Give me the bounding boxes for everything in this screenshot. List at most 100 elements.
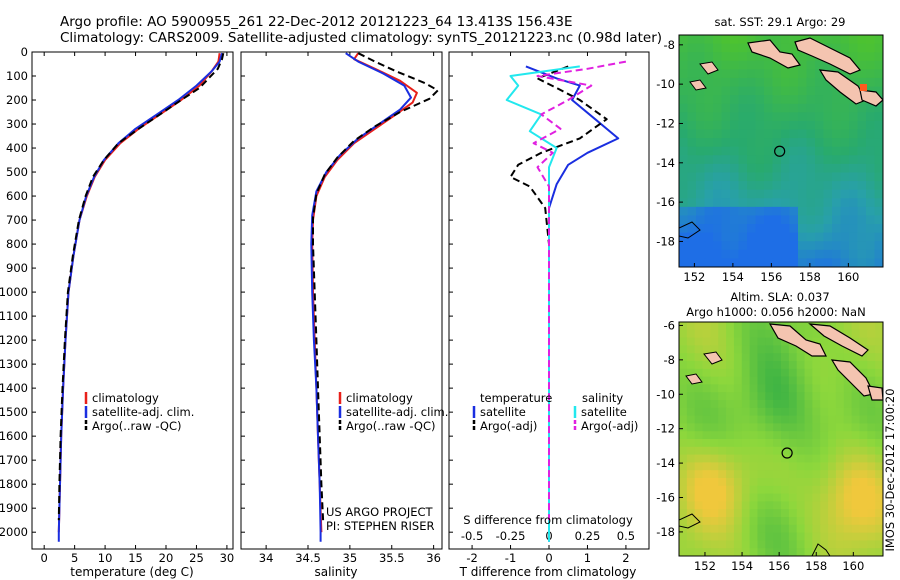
field-cell [851,517,861,526]
field-cell [867,454,876,463]
field-cell [726,353,735,362]
field-cell [874,224,883,234]
field-cell [733,353,743,362]
field-cell [812,407,821,417]
field-cell [804,415,813,424]
field-cell [781,384,790,393]
field-cell [823,249,833,259]
field-cell [718,454,727,463]
field-cell [773,517,782,526]
field-cell [857,249,867,259]
field-cell [857,215,867,225]
field-cell [757,493,766,502]
field-cell [718,501,727,510]
field-cell [823,215,833,225]
field-cell [828,485,837,495]
field-cell [851,446,861,456]
field-cell [704,155,714,165]
field-cell [747,35,757,45]
field-cell [773,431,782,440]
field-cell [738,241,748,251]
field-cell [789,224,799,234]
x-tick-label: 1 [584,551,591,565]
field-cell [679,446,688,456]
field-cell [859,423,868,432]
field-cell [721,224,731,234]
field-cell [866,241,876,251]
field-cell [815,232,825,242]
field-cell [772,198,782,208]
field-cell [713,189,723,199]
sla-map-title-line1: Altim. SLA: 0.037 [730,290,829,304]
field-cell [804,501,813,510]
field-cell [686,407,696,417]
field-cell [815,215,825,225]
field-cell [823,155,833,165]
field-cell [798,112,808,122]
field-cell [781,181,791,191]
field-cell [867,532,876,541]
field-cell [789,103,799,113]
field-cell [755,52,765,62]
field-cell [875,540,883,549]
field-cell [696,163,706,174]
field-cell [733,462,743,471]
field-cell [823,241,833,251]
x-tick-label: 0 [41,551,48,565]
field-cell [686,493,696,502]
field-cell [857,189,867,199]
field-cell [694,439,704,448]
field-cell [773,400,782,409]
field-cell [857,120,867,131]
field-cell [738,224,748,234]
field-cell [867,400,876,409]
field-cell [781,361,790,370]
field-cell [867,431,876,440]
field-cell [866,52,876,62]
field-cell [741,446,751,456]
field-cell [804,439,813,448]
field-cell [851,407,861,417]
map-y-tick-label: -14 [656,156,675,170]
field-cell [733,322,743,331]
y-tick-label: 900 [6,261,28,275]
field-cell [875,439,883,448]
field-cell [828,423,837,432]
field-cell [764,189,774,199]
field-cell [741,407,751,417]
field-cell [796,329,806,339]
field-cell [710,548,719,556]
field-cell [815,206,825,217]
field-cell [738,206,748,217]
field-cell [755,95,765,105]
field-cell [796,470,806,479]
field-cell [832,146,842,156]
field-cell [789,146,799,156]
field-cell [679,368,688,378]
field-cell [828,376,837,385]
field-cell [749,470,759,479]
field-cell [781,446,790,456]
field-cell [772,215,782,225]
field-cell [772,60,782,70]
field-cell [832,198,842,208]
field-cell [686,345,696,354]
field-cell [679,392,688,401]
field-cell [687,232,697,242]
field-cell [718,361,727,370]
field-cell [772,163,782,174]
field-cell [859,540,868,549]
field-cell [702,470,711,479]
field-cell [738,112,748,122]
field-cell [789,206,799,217]
field-cell [738,52,748,62]
field-cell [755,163,765,174]
field-cell [843,462,853,471]
field-cell [781,215,791,225]
y-tick-label: 300 [6,117,28,131]
field-cell [820,532,829,541]
field-cell [859,329,868,339]
field-cell [840,43,850,53]
field-cell [733,485,743,495]
